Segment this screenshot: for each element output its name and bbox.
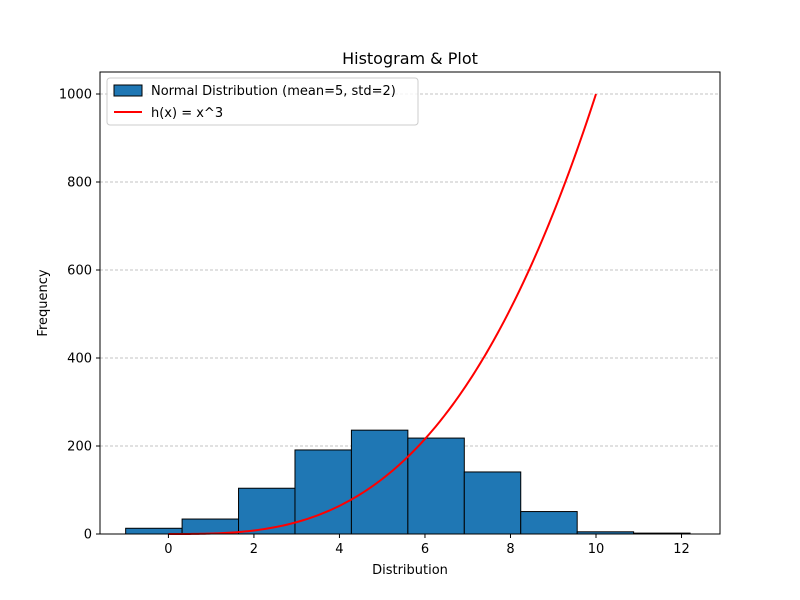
x-tick-label: 6 [421, 542, 429, 557]
y-axis-ticks: 0 200 400 600 800 1000 [59, 88, 100, 543]
x-tick-label: 2 [250, 542, 258, 557]
y-axis-label: Frequency [36, 269, 51, 336]
legend-box [106, 77, 419, 126]
x-tick-label: 8 [506, 542, 514, 557]
x-tick-label: 10 [588, 542, 605, 557]
x-tick-label: 12 [673, 542, 690, 557]
x-axis-ticks: 0 2 4 6 8 10 12 [164, 534, 690, 557]
histogram-bar [520, 511, 578, 535]
histogram-bars [125, 429, 691, 535]
histogram-bar [294, 449, 352, 535]
legend-line-label: h(x) = x^3 [151, 106, 223, 121]
histogram-bar [463, 471, 522, 535]
grid [100, 93, 720, 447]
histogram-bar [238, 487, 296, 535]
chart-title: Histogram & Plot [342, 49, 478, 68]
y-tick-label: 800 [67, 176, 92, 191]
x-tick-label: 0 [164, 542, 172, 557]
line-layer [168, 93, 597, 535]
x-tick-label: 4 [335, 542, 343, 557]
y-tick-label: 0 [84, 528, 92, 543]
legend-histogram-label: Normal Distribution (mean=5, std=2) [151, 84, 396, 99]
histogram-bar [407, 437, 465, 535]
y-tick-label: 200 [67, 440, 92, 455]
line-series-h [168, 93, 597, 535]
legend: Normal Distribution (mean=5, std=2) h(x)… [106, 77, 419, 126]
y-tick-label: 1000 [59, 88, 92, 103]
legend-histogram-swatch [113, 84, 143, 97]
plot-frame [99, 71, 721, 535]
x-axis-label: Distribution [372, 563, 448, 578]
y-tick-label: 400 [67, 352, 92, 367]
y-tick-label: 600 [67, 264, 92, 279]
